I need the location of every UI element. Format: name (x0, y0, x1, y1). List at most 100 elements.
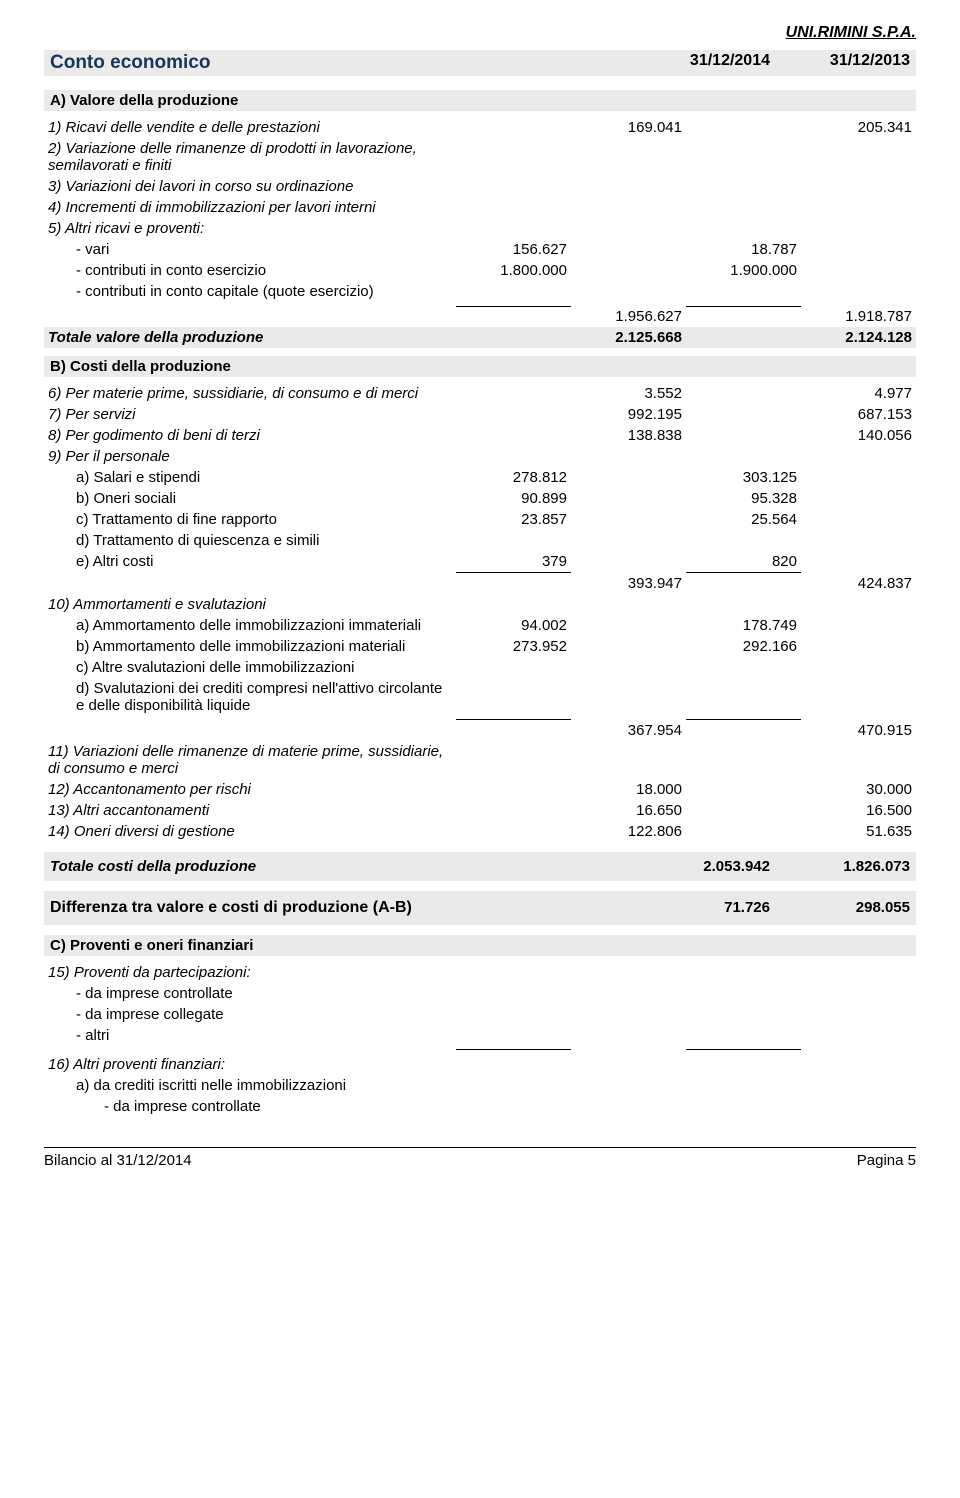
row-value: 292.166 (686, 636, 801, 657)
row-label: 1) Ricavi delle vendite e delle prestazi… (44, 117, 456, 138)
row-label: 2) Variazione delle rimanenze di prodott… (44, 138, 456, 176)
total-value: 2.124.128 (801, 327, 916, 348)
table-row: a) da crediti iscritti nelle immobilizza… (44, 1075, 916, 1096)
difference-bar: Differenza tra valore e costi di produzi… (44, 891, 916, 925)
subtotal-row: 367.954 470.915 (44, 720, 916, 741)
col1-header: 31/12/2014 (630, 52, 770, 74)
footer-left: Bilancio al 31/12/2014 (44, 1152, 192, 1169)
total-label: Totale valore della produzione (44, 327, 456, 348)
row-label: - altri (72, 1025, 456, 1046)
row-label: a) da crediti iscritti nelle immobilizza… (72, 1075, 456, 1096)
table-row: 11) Variazioni delle rimanenze di materi… (44, 741, 916, 779)
row-value: 992.195 (571, 404, 686, 425)
row-value: 367.954 (571, 720, 686, 741)
row-label: d) Trattamento di quiescenza e simili (72, 530, 456, 551)
row-label: 13) Altri accantonamenti (44, 800, 456, 821)
row-value: 278.812 (456, 467, 571, 488)
row-value: 138.838 (571, 425, 686, 446)
row-value: 379 (456, 551, 571, 573)
row-label: - da imprese controllate (100, 1096, 456, 1117)
table-row: 2) Variazione delle rimanenze di prodott… (44, 138, 916, 176)
company-header: UNI.RIMINI S.P.A. (44, 24, 916, 42)
row-label: a) Ammortamento delle immobilizzazioni i… (72, 615, 456, 636)
section-a-table: 1) Ricavi delle vendite e delle prestazi… (44, 117, 916, 348)
row-value: 140.056 (801, 425, 916, 446)
row-label: d) Svalutazioni dei crediti compresi nel… (72, 678, 456, 716)
row-label: c) Altre svalutazioni delle immobilizzaz… (72, 657, 456, 678)
table-row: - contributi in conto esercizio 1.800.00… (44, 260, 916, 281)
table-row: c) Trattamento di fine rapporto 23.857 2… (44, 509, 916, 530)
row-label: c) Trattamento di fine rapporto (72, 509, 456, 530)
row-value: 18.787 (686, 239, 801, 260)
row-value: 23.857 (456, 509, 571, 530)
row-value: 424.837 (801, 573, 916, 594)
table-row: b) Ammortamento delle immobilizzazioni m… (44, 636, 916, 657)
difference-label: Differenza tra valore e costi di produzi… (50, 899, 630, 917)
table-row: d) Trattamento di quiescenza e simili (44, 530, 916, 551)
row-label: - vari (72, 239, 456, 260)
table-row: 12) Accantonamento per rischi 18.000 30.… (44, 779, 916, 800)
table-row: 6) Per materie prime, sussidiarie, di co… (44, 383, 916, 404)
table-row: - da imprese collegate (44, 1004, 916, 1025)
table-row: - da imprese controllate (44, 983, 916, 1004)
total-value: 1.826.073 (770, 858, 910, 875)
row-value: 30.000 (801, 779, 916, 800)
table-row: a) Ammortamento delle immobilizzazioni i… (44, 615, 916, 636)
row-label: 4) Incrementi di immobilizzazioni per la… (44, 197, 456, 218)
section-b-header: B) Costi della produzione (44, 356, 916, 377)
row-label: 8) Per godimento di beni di terzi (44, 425, 456, 446)
report-title-bar: Conto economico 31/12/2014 31/12/2013 (44, 50, 916, 76)
table-row: 9) Per il personale (44, 446, 916, 467)
table-row: 15) Proventi da partecipazioni: (44, 962, 916, 983)
row-value: 1.918.787 (801, 306, 916, 327)
table-row: d) Svalutazioni dei crediti compresi nel… (44, 678, 916, 716)
row-label: b) Oneri sociali (72, 488, 456, 509)
row-label: - contributi in conto esercizio (72, 260, 456, 281)
row-label: a) Salari e stipendi (72, 467, 456, 488)
total-value: 2.053.942 (630, 858, 770, 875)
row-value: 94.002 (456, 615, 571, 636)
row-label: - contributi in conto capitale (quote es… (72, 281, 456, 302)
row-value: 687.153 (801, 404, 916, 425)
row-value: 273.952 (456, 636, 571, 657)
row-value: 393.947 (571, 573, 686, 594)
table-row: 1) Ricavi delle vendite e delle prestazi… (44, 117, 916, 138)
row-value: 1.956.627 (571, 306, 686, 327)
table-row: - contributi in conto capitale (quote es… (44, 281, 916, 302)
table-row: 5) Altri ricavi e proventi: (44, 218, 916, 239)
row-value: 90.899 (456, 488, 571, 509)
row-label: 11) Variazioni delle rimanenze di materi… (44, 741, 456, 779)
footer-right: Pagina 5 (857, 1152, 916, 1169)
row-label: - da imprese controllate (72, 983, 456, 1004)
row-value: 16.500 (801, 800, 916, 821)
row-value: 470.915 (801, 720, 916, 741)
row-value: 303.125 (686, 467, 801, 488)
table-row: 14) Oneri diversi di gestione 122.806 51… (44, 821, 916, 842)
row-label: 6) Per materie prime, sussidiarie, di co… (44, 383, 456, 404)
row-value: 122.806 (571, 821, 686, 842)
section-b-total: Totale costi della produzione 2.053.942 … (44, 852, 916, 881)
row-value: 16.650 (571, 800, 686, 821)
table-row: - vari 156.627 18.787 (44, 239, 916, 260)
section-a-total: Totale valore della produzione 2.125.668… (44, 327, 916, 348)
difference-value: 71.726 (630, 899, 770, 917)
row-value: 178.749 (686, 615, 801, 636)
table-row: a) Salari e stipendi 278.812 303.125 (44, 467, 916, 488)
table-row: - da imprese controllate (44, 1096, 916, 1117)
section-b-table: 6) Per materie prime, sussidiarie, di co… (44, 383, 916, 842)
report-title: Conto economico (50, 52, 630, 74)
row-value: 25.564 (686, 509, 801, 530)
row-label: e) Altri costi (72, 551, 456, 573)
row-label: 15) Proventi da partecipazioni: (44, 962, 456, 983)
table-row: 7) Per servizi 992.195 687.153 (44, 404, 916, 425)
table-row: 3) Variazioni dei lavori in corso su ord… (44, 176, 916, 197)
table-row: b) Oneri sociali 90.899 95.328 (44, 488, 916, 509)
table-row: e) Altri costi 379 820 (44, 551, 916, 573)
row-value: 156.627 (456, 239, 571, 260)
row-label: 3) Variazioni dei lavori in corso su ord… (44, 176, 456, 197)
total-value: 2.125.668 (571, 327, 686, 348)
row-value: 18.000 (571, 779, 686, 800)
table-row: 10) Ammortamenti e svalutazioni (44, 594, 916, 615)
page-footer: Bilancio al 31/12/2014 Pagina 5 (44, 1147, 916, 1169)
row-label: 5) Altri ricavi e proventi: (44, 218, 456, 239)
